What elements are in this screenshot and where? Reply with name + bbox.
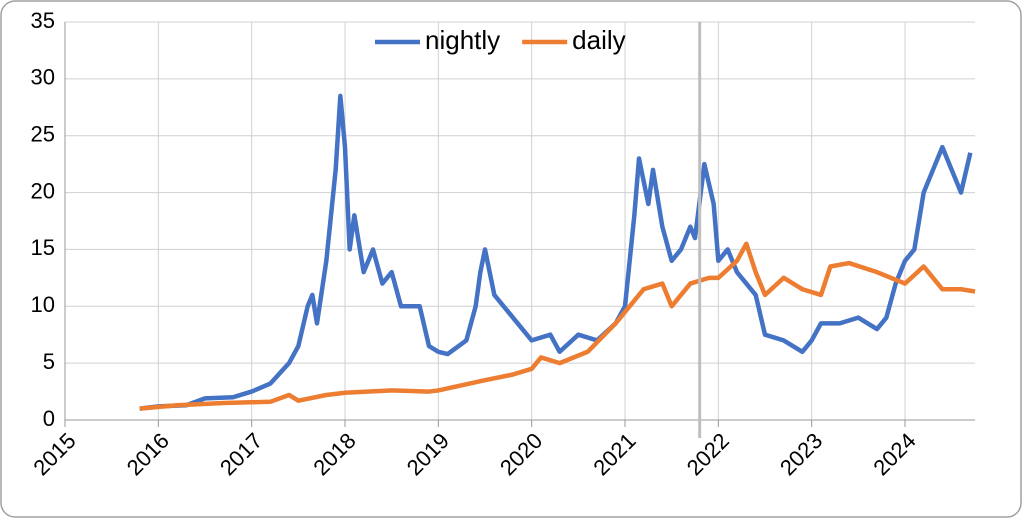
y-tick-label: 20 (31, 178, 55, 203)
y-tick-label: 5 (43, 349, 55, 374)
y-tick-label: 35 (31, 8, 55, 33)
y-tick-label: 10 (31, 292, 55, 317)
data-line (139, 241, 976, 411)
legend-label: nightly (425, 25, 500, 55)
y-tick-label: 25 (31, 122, 55, 147)
y-tick-label: 0 (43, 406, 55, 431)
legend-label: daily (572, 25, 625, 55)
y-tick-label: 30 (31, 65, 55, 90)
data-line (139, 93, 973, 411)
y-tick-label: 15 (31, 235, 55, 260)
